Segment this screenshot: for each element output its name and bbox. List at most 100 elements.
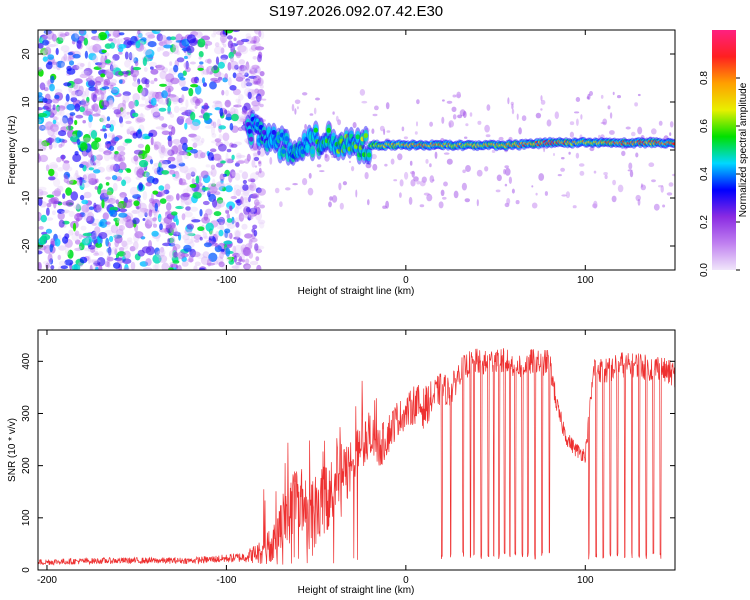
noise-blob: [96, 257, 106, 267]
noise-blob: [110, 84, 114, 90]
noise-blob: [152, 111, 161, 118]
noise-blob: [105, 68, 114, 78]
signal-core: [336, 148, 341, 154]
noise-blob: [148, 240, 153, 250]
noise-blob: [62, 193, 66, 200]
spectrogram-marks: [38, 30, 675, 270]
noise-blob: [73, 82, 81, 92]
noise-blob: [149, 91, 157, 96]
noise-blob: [221, 89, 225, 96]
noise-blob: [153, 223, 157, 228]
noise-blob: [124, 51, 129, 60]
noise-blob: [191, 219, 201, 223]
noise-blob: [150, 106, 160, 117]
noise-blob: [252, 133, 258, 137]
noise-blob: [47, 61, 53, 65]
noise-blob: [138, 167, 145, 176]
noise-blob: [223, 240, 233, 245]
noise-blob: [224, 228, 231, 234]
noise-blob: [154, 247, 161, 256]
noise-blob: [138, 113, 145, 120]
noise-blob: [237, 159, 245, 164]
noise-blob: [46, 202, 52, 208]
noise-speck: [371, 128, 375, 134]
noise-blob: [178, 150, 188, 156]
noise-speck: [457, 114, 463, 119]
noise-blob: [251, 89, 261, 95]
noise-speck: [477, 120, 482, 125]
noise-speck: [372, 163, 378, 171]
noise-blob: [126, 237, 133, 242]
noise-blob: [153, 141, 158, 147]
noise-blob: [201, 77, 206, 84]
noise-blob: [151, 30, 161, 35]
noise-blob: [107, 242, 111, 248]
noise-blob: [100, 114, 106, 122]
noise-speck: [372, 113, 378, 117]
noise-speck: [384, 163, 388, 167]
noise-blob: [123, 250, 131, 259]
noise-blob: [85, 237, 90, 244]
noise-blob: [256, 93, 262, 102]
noise-blob: [257, 150, 261, 156]
noise-blob: [71, 33, 80, 42]
noise-speck: [496, 174, 502, 182]
noise-speck: [516, 113, 519, 120]
noise-blob: [79, 194, 85, 201]
noise-blob: [133, 149, 143, 155]
noise-speck: [589, 91, 593, 96]
noise-blob: [151, 165, 159, 172]
noise-speck: [331, 195, 338, 203]
signal-core: [258, 124, 264, 130]
noise-blob: [93, 218, 101, 227]
noise-blob: [148, 209, 153, 218]
noise-blob: [163, 216, 173, 224]
noise-blob: [83, 37, 89, 46]
noise-blob: [175, 218, 179, 226]
noise-blob: [132, 93, 140, 102]
noise-blob: [90, 130, 98, 139]
noise-blob: [119, 116, 123, 124]
noise-blob: [94, 137, 102, 143]
noise-blob: [38, 250, 43, 255]
noise-blob: [241, 110, 247, 115]
noise-blob: [144, 212, 148, 218]
colorbar-tick-label: 0.0: [699, 263, 710, 277]
noise-blob: [159, 45, 165, 51]
noise-blob: [215, 183, 222, 187]
noise-blob: [138, 154, 143, 160]
noise-blob: [162, 51, 170, 57]
noise-blob: [157, 100, 168, 105]
noise-blob: [101, 199, 105, 209]
noise-blob: [243, 213, 251, 218]
noise-blob: [152, 254, 162, 264]
noise-blob: [226, 110, 231, 119]
noise-speck: [666, 192, 673, 196]
noise-blob: [235, 262, 242, 266]
noise-speck: [379, 125, 385, 132]
noise-blob: [200, 170, 209, 179]
noise-blob: [219, 107, 224, 117]
noise-blob: [91, 92, 98, 102]
noise-speck: [416, 180, 421, 185]
noise-blob: [197, 188, 203, 193]
noise-blob: [123, 267, 130, 270]
noise-blob: [53, 106, 63, 116]
noise-blob: [88, 206, 95, 210]
noise-blob: [52, 140, 58, 149]
noise-blob: [109, 30, 119, 37]
noise-blob: [138, 103, 146, 107]
noise-blob: [126, 168, 132, 173]
noise-blob: [197, 38, 206, 48]
noise-speck: [631, 131, 636, 137]
noise-blob: [191, 178, 195, 185]
noise-blob: [203, 235, 209, 240]
noise-speck: [531, 202, 538, 209]
noise-blob: [219, 251, 225, 259]
noise-blob: [179, 165, 189, 174]
noise-blob: [71, 264, 81, 270]
noise-blob: [156, 64, 164, 69]
noise-blob: [124, 139, 132, 144]
noise-blob: [258, 147, 266, 157]
noise-blob: [166, 195, 172, 200]
